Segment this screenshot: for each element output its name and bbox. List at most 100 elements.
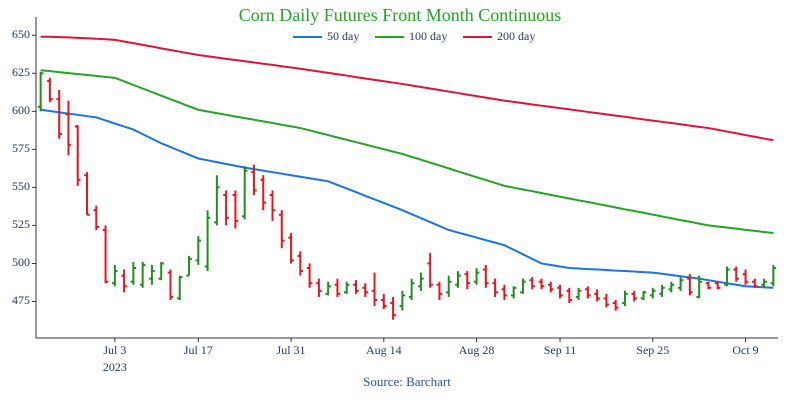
y-tick-label: 475 [12,293,30,307]
ohlc-bar [130,261,137,285]
ohlc-bar [510,286,517,299]
ohlc-bar [436,281,443,300]
ohlc-bar [520,278,526,294]
ohlc-bar [121,269,127,293]
ohlc-bar [56,90,62,139]
ohlc-bar [566,287,573,304]
ohlc-bar [176,275,183,300]
ohlc-bar [279,210,285,249]
x-tick-label: Jul 3 [103,343,126,357]
y-tick-label: 575 [12,141,30,155]
ohlc-bar [139,261,146,288]
ma-line [40,69,774,235]
x-tick-label: Jul 31 [277,343,306,357]
ohlc-bar [501,284,508,300]
ohlc-bar [316,278,322,297]
ohlc-bar [334,278,341,297]
legend-label: 100 day [409,29,447,43]
ma-line [40,35,774,142]
ohlc-bar [260,175,267,211]
ohlc-bar [84,172,90,216]
ohlc-bar [761,278,767,288]
ohlc-bar [158,261,164,281]
ohlc-bar [47,77,53,103]
ohlc-bar [455,271,461,288]
ohlc-bar [742,269,749,285]
ohlc-bar [306,263,313,288]
ohlc-bar [186,255,192,277]
ohlc-bar [640,290,647,300]
x-tick-label: Sep 11 [544,343,577,357]
ohlc-bar [74,125,81,186]
ohlc-bar [241,166,248,220]
x-tick-label: Oct 9 [732,343,758,357]
y-tick-label: 650 [12,27,30,41]
ohlc-bar [724,266,730,287]
ohlc-bar [214,175,220,226]
ohlc-bar [677,277,684,291]
ohlc-bar [603,293,610,308]
ohlc-bar [529,277,535,290]
y-tick-label: 500 [12,255,30,269]
x-tick-label: Aug 28 [459,343,495,357]
ohlc-bar [622,290,628,307]
ohlc-bar [195,236,202,265]
ohlc-bar [353,280,359,294]
ohlc-bar [232,190,239,229]
x-tick-label: Jul 17 [184,343,213,357]
ohlc-bar [668,281,675,293]
ohlc-bar [705,281,712,290]
x-year-label: 2023 [103,360,127,374]
ohlc-bar [650,287,656,299]
ohlc-bar [343,281,350,294]
ohlc-bar [251,164,257,195]
ohlc-bar [297,251,304,276]
ohlc-bar [112,264,118,287]
ohlc-bar [538,278,545,290]
ohlc-bar [464,271,471,290]
ohlc-bar [473,268,480,285]
legend-label: 50 day [327,29,359,43]
ohlc-bar [223,190,229,226]
ohlc-bar [269,190,276,221]
ohlc-bar [770,264,777,287]
ohlc-bar [167,269,174,300]
ohlc-bar [381,293,387,310]
y-tick-label: 525 [12,217,30,231]
ohlc-bar [733,266,740,282]
ohlc-bar [204,210,211,272]
ohlc-bar [445,275,452,297]
ohlc-bar [102,225,109,284]
ohlc-bar [325,281,331,296]
y-tick-label: 625 [12,65,30,79]
x-tick-label: Sep 25 [636,343,669,357]
ohlc-bar [752,278,758,288]
ohlc-bar [612,299,619,311]
ohlc-bar [93,205,100,230]
ohlc-bar [659,284,665,297]
y-tick-label: 550 [12,179,30,193]
ohlc-bar [557,284,563,299]
ohlc-bar [585,286,591,299]
ohlc-bar [483,264,489,288]
ma-line [40,108,774,289]
ohlc-bar [37,71,44,112]
ohlc-bar [631,290,638,302]
ohlc-bar [492,278,498,297]
ohlc-bar [575,287,582,300]
ohlc-bar [687,274,693,296]
ohlc-bar [149,264,155,285]
ohlc-bar [418,272,424,291]
ohlc-bar [65,100,72,156]
ohlc-bar [594,289,600,302]
ohlc-bar [427,252,433,288]
chart-title: Corn Daily Futures Front Month Continuou… [239,5,562,25]
ohlc-bar [288,233,294,264]
ohlc-bar [547,281,554,293]
source-note: Source: Barchart [363,374,451,389]
ohlc-bar [399,290,406,311]
ohlc-bar [371,272,378,307]
ohlc-bar [408,278,415,300]
